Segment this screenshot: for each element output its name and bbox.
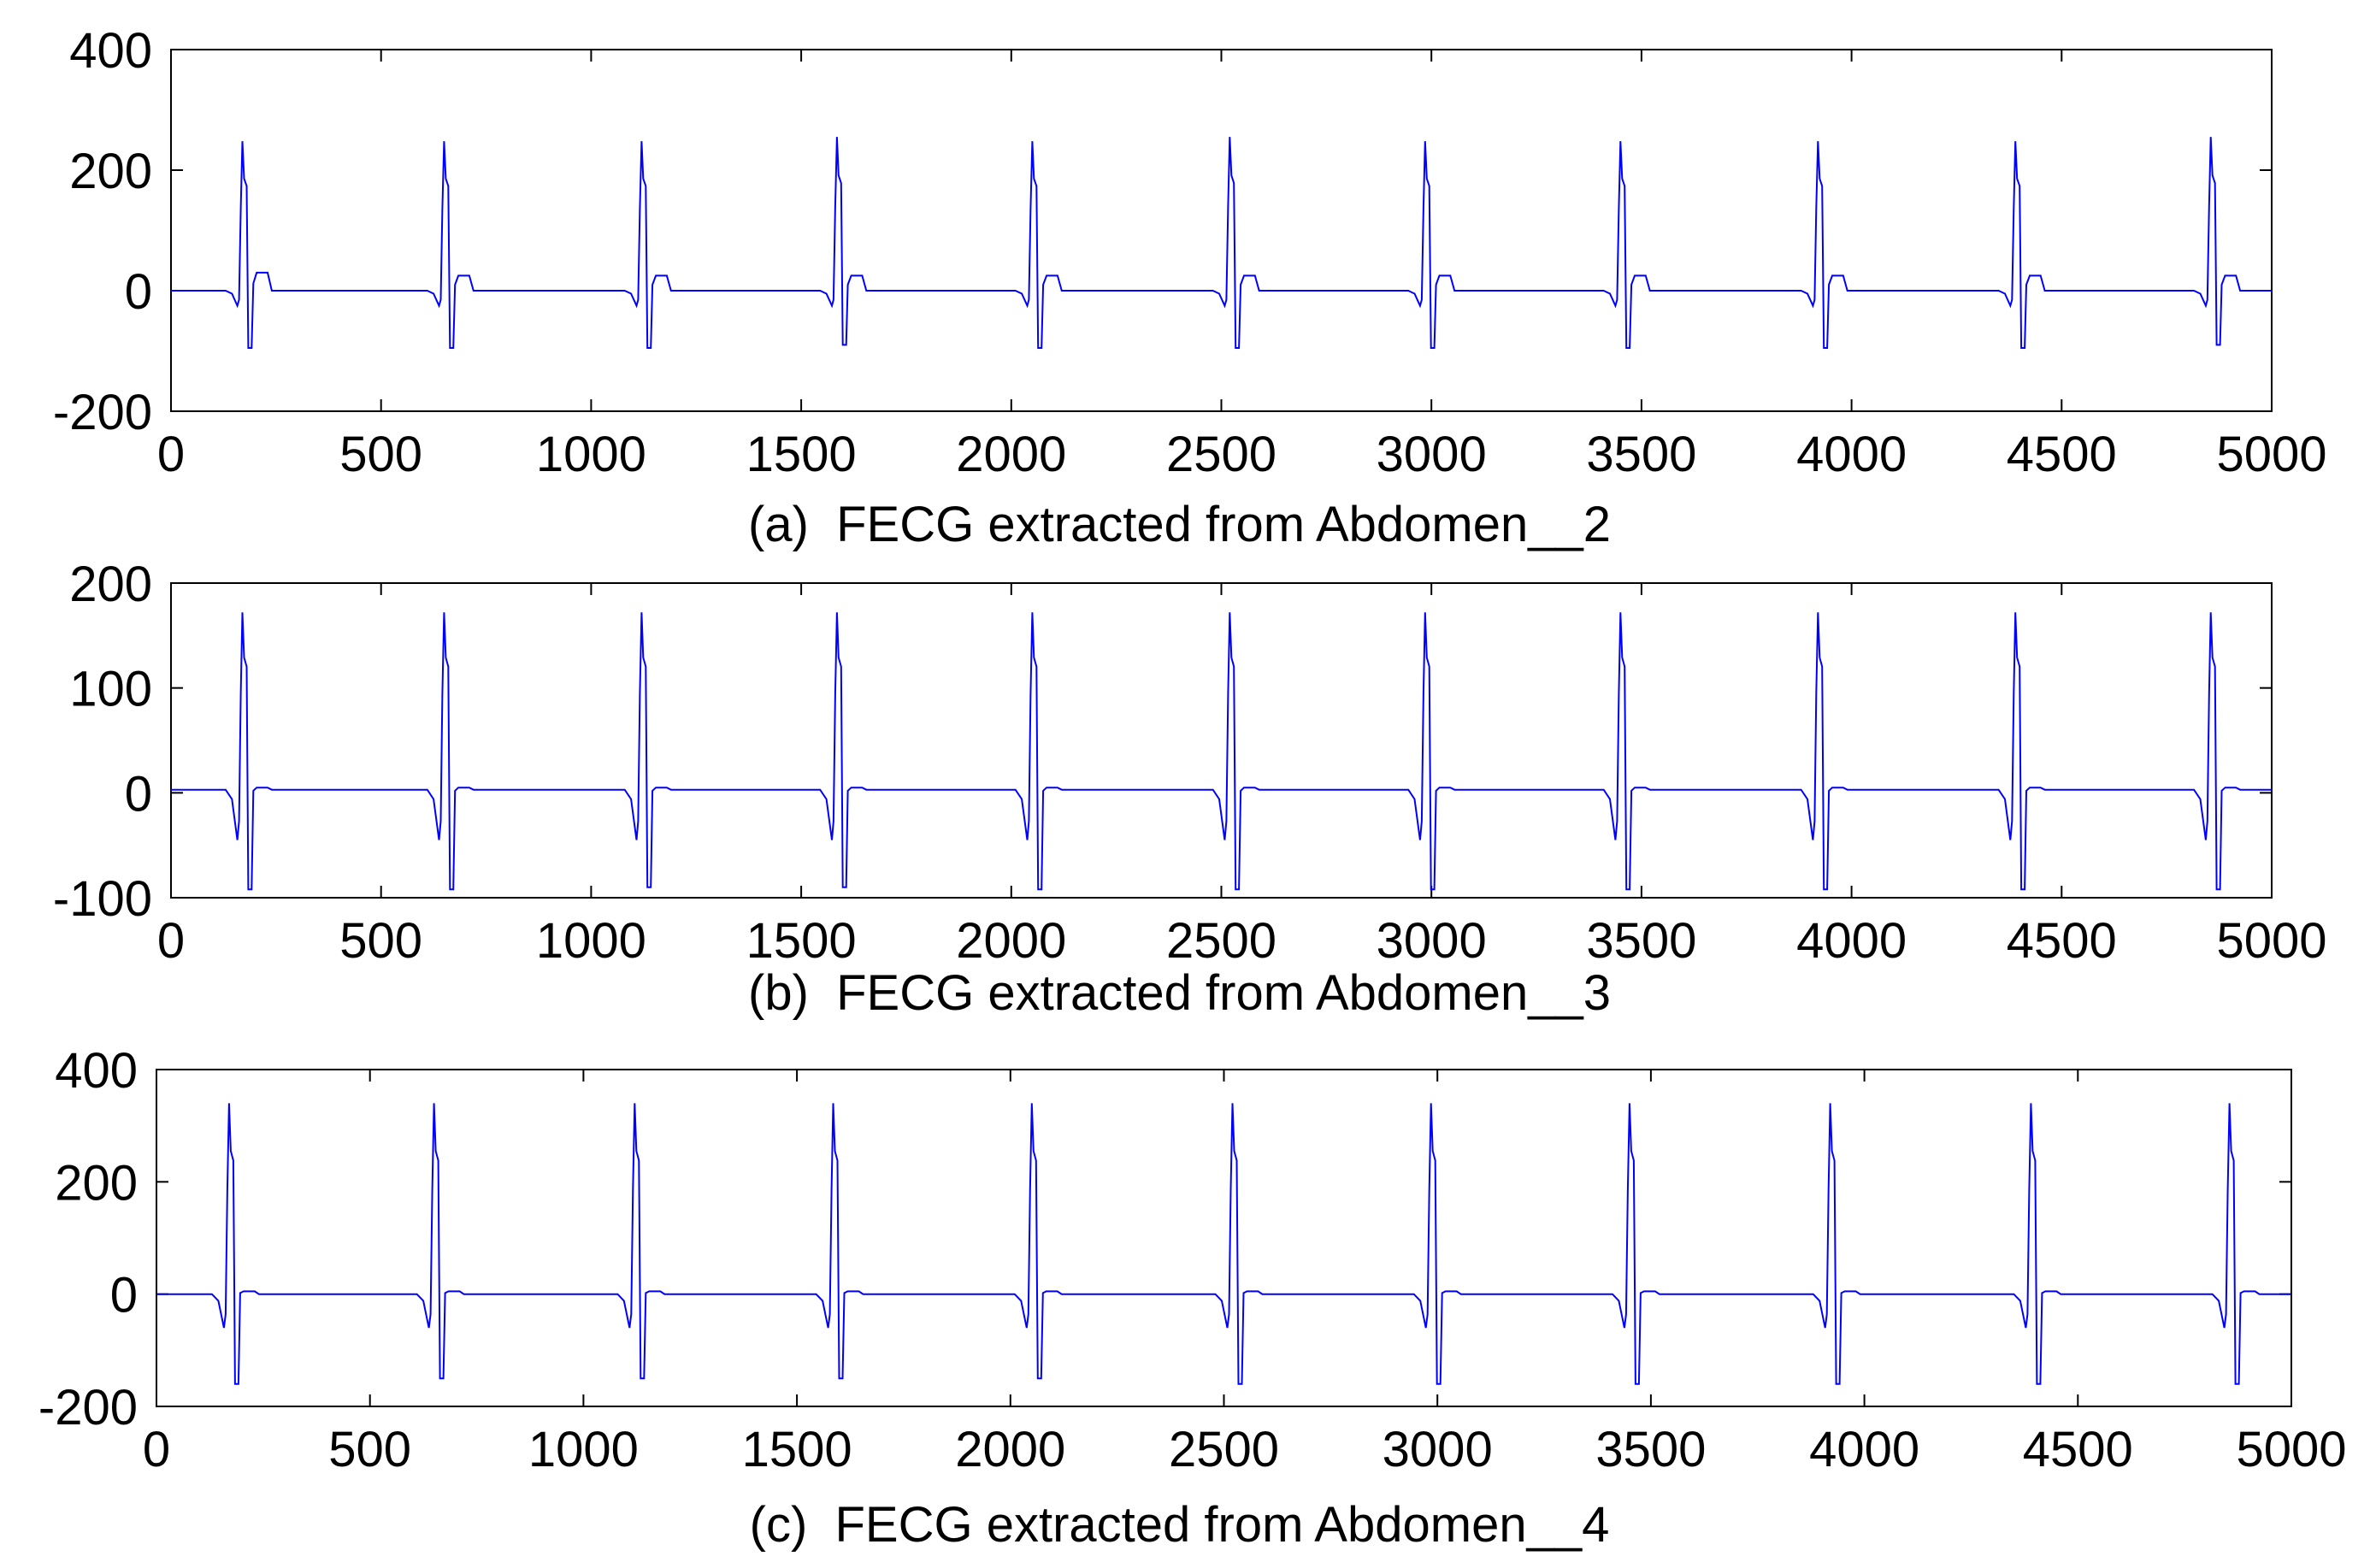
caption-a: (a) FECG extracted from Abdomen__2: [748, 497, 1611, 552]
x-tick-label: 4000: [1796, 913, 1907, 966]
x-tick-label: 4000: [1809, 1422, 1919, 1477]
x-tick-label: 3500: [1595, 1422, 1706, 1477]
y-tick-label: -100: [53, 871, 152, 927]
x-tick-label: 500: [328, 1422, 411, 1477]
x-tick-label: 3000: [1377, 427, 1487, 482]
x-tick-label: 1500: [746, 913, 857, 966]
panel-b: 0 500 1000 1500 2000 2500 3000 3500 4000 4500 5000…: [0, 564, 2376, 1043]
x-tick-label: 3500: [1586, 913, 1696, 966]
x-tick-label: 4000: [1796, 427, 1907, 482]
y-tick-label: 0: [125, 766, 152, 822]
x-tick-label: 5000: [2216, 427, 2326, 482]
y-tick-label: 200: [55, 1155, 138, 1211]
x-tick-label: 3500: [1586, 427, 1696, 482]
x-tick-label: 2000: [956, 427, 1066, 482]
x-tick-label: 0: [157, 427, 185, 482]
y-tick-label: 0: [125, 264, 152, 320]
x-tick-label: 1000: [536, 427, 646, 482]
caption-b: (b) FECG extracted from Abdomen__3: [748, 965, 1611, 1021]
x-tick-label: 1000: [528, 1422, 639, 1477]
x-tick-label: 2500: [1166, 427, 1276, 482]
fecg-trace: [156, 1103, 2291, 1385]
y-tick-label: 100: [69, 662, 152, 717]
x-tick-label: 0: [157, 913, 185, 966]
y-tick-label: 200: [69, 564, 152, 612]
x-tick-label: 2000: [955, 1422, 1065, 1477]
x-tick-label: 3000: [1377, 913, 1487, 966]
x-tick-label: 5000: [2216, 913, 2326, 966]
y-tick-label: 400: [55, 1043, 138, 1099]
x-tick-label: 2500: [1166, 913, 1276, 966]
y-tick-label: 400: [69, 23, 152, 79]
y-tick-label: -200: [38, 1380, 138, 1435]
x-tick-label: 4500: [2007, 913, 2117, 966]
x-tick-label: 1000: [536, 913, 646, 966]
x-tick-label: 1500: [742, 1422, 852, 1477]
fecg-trace: [171, 137, 2272, 349]
x-tick-label: 0: [143, 1422, 170, 1477]
x-tick-label: 4500: [2007, 427, 2117, 482]
y-tick-label: 0: [110, 1268, 138, 1323]
x-tick-label: 500: [339, 427, 422, 482]
x-tick-label: 500: [339, 913, 422, 966]
chart-a: 0 500 1000 1500 2000 2500 3000 3500 4000 4500 5000…: [53, 23, 2327, 482]
x-tick-label: 2500: [1169, 1422, 1279, 1477]
fecg-trace: [171, 612, 2272, 891]
x-tick-label: 1500: [746, 427, 857, 482]
panel-a: 0 500 1000 1500 2000 2500 3000 3500 4000 4500 5000…: [0, 0, 2376, 564]
panel-c: 0 500 1000 1500 2000 2500 3000 3500 4000 4500 5000…: [0, 1043, 2376, 1568]
chart-c: 0 500 1000 1500 2000 2500 3000 3500 4000 4500 5000…: [38, 1043, 2347, 1477]
caption-c: (c) FECG extracted from Abdomen__4: [749, 1497, 1610, 1553]
plot-frame: [170, 49, 2273, 412]
x-tick-label: 2000: [956, 913, 1066, 966]
x-tick-label: 3000: [1383, 1422, 1493, 1477]
x-tick-label: 5000: [2236, 1422, 2346, 1477]
plot-frame: [170, 582, 2273, 899]
y-tick-label: -200: [53, 385, 152, 440]
y-tick-label: 200: [69, 144, 152, 199]
x-tick-label: 4500: [2023, 1422, 2133, 1477]
plot-frame: [156, 1069, 2292, 1407]
chart-b: 0 500 1000 1500 2000 2500 3000 3500 4000 4500 5000…: [53, 564, 2327, 966]
